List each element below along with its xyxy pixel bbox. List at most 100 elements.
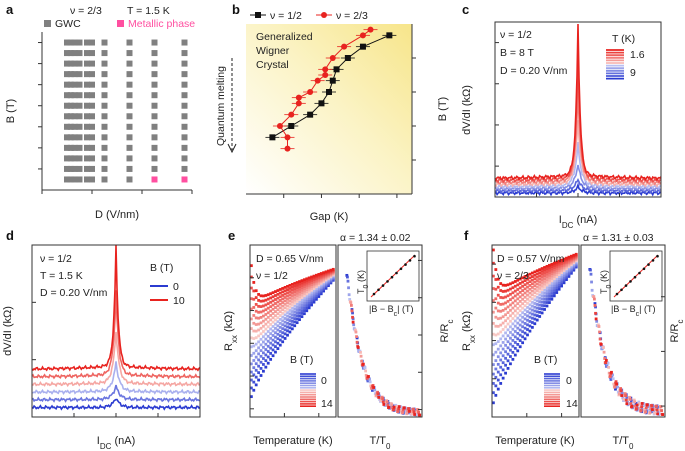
rt-point xyxy=(523,304,527,308)
rt-point xyxy=(264,365,268,369)
scaling-point xyxy=(616,390,620,394)
legend-twothirds-label: ν = 2/3 xyxy=(336,10,368,22)
rt-point xyxy=(509,298,512,302)
rt-point xyxy=(290,283,294,286)
gwc-point xyxy=(181,71,188,78)
rt-point xyxy=(504,295,507,299)
rt-point xyxy=(548,263,551,267)
rt-point xyxy=(283,337,287,340)
rt-point xyxy=(300,293,304,297)
rt-point xyxy=(310,296,313,300)
scaling-point xyxy=(645,403,649,407)
rt-point xyxy=(565,270,568,273)
rt-point xyxy=(269,318,273,322)
rt-point xyxy=(552,270,556,274)
rt-point xyxy=(312,279,316,283)
inset-point xyxy=(620,288,623,292)
gwc-point xyxy=(126,71,133,78)
scaling-point xyxy=(414,412,418,416)
rt-point xyxy=(550,286,554,290)
scaling-point xyxy=(613,384,617,388)
rt-point xyxy=(254,323,258,326)
rt-point xyxy=(491,401,495,405)
rt-point xyxy=(560,280,563,284)
rt-point xyxy=(264,322,268,326)
rt-point xyxy=(491,321,495,325)
scaling-point xyxy=(401,411,405,414)
inset-point xyxy=(395,271,398,275)
rt-point xyxy=(271,343,275,347)
scaling-point xyxy=(650,404,654,408)
rt-point xyxy=(286,311,289,315)
rt-point xyxy=(511,350,515,354)
gwc-point xyxy=(181,113,188,120)
rt-point xyxy=(312,292,316,296)
gwc-point xyxy=(181,134,188,141)
rt-point xyxy=(276,292,280,296)
rt-point xyxy=(538,280,542,284)
gwc-point xyxy=(64,60,70,67)
rt-point xyxy=(499,309,503,313)
data-point-half xyxy=(326,89,332,95)
rt-point xyxy=(574,252,578,256)
rt-point xyxy=(252,344,256,348)
rt-point xyxy=(252,337,256,340)
rt-point xyxy=(516,283,520,287)
rt-point xyxy=(254,309,258,313)
rt-point xyxy=(499,358,503,362)
rt-point xyxy=(314,287,318,290)
gwc-point xyxy=(126,39,133,46)
panel-a-temperature: T = 1.5 K xyxy=(127,5,170,17)
rt-point xyxy=(518,333,522,337)
rt-point xyxy=(274,298,277,301)
scaling-point xyxy=(598,337,602,341)
rt-point xyxy=(530,316,534,320)
rt-point xyxy=(252,359,256,362)
rt-point xyxy=(276,337,280,341)
rt-point xyxy=(518,295,522,299)
scaling-point xyxy=(592,295,596,298)
scaling-point xyxy=(351,317,355,321)
rt-point xyxy=(257,352,260,356)
rt-point xyxy=(269,351,273,355)
data-point-half xyxy=(307,111,314,118)
panel-b-gwc-region xyxy=(246,24,412,194)
rt-point xyxy=(286,301,289,304)
rt-point xyxy=(314,280,318,284)
rt-point xyxy=(302,304,306,307)
rt-point xyxy=(254,342,258,346)
inset-point xyxy=(642,267,646,271)
rt-point xyxy=(509,308,512,312)
rt-point xyxy=(494,384,498,388)
rt-point xyxy=(305,285,309,289)
rt-point xyxy=(538,293,542,297)
rt-point xyxy=(271,329,275,333)
gwc-point xyxy=(101,165,108,172)
scaling-point xyxy=(627,401,630,405)
rt-point xyxy=(298,318,301,322)
scaling-point xyxy=(377,394,381,398)
rt-point xyxy=(310,281,313,285)
rt-point xyxy=(271,354,275,358)
rt-point xyxy=(276,328,280,332)
rt-point xyxy=(530,286,534,289)
rt-point xyxy=(560,258,563,262)
data-point-half xyxy=(329,77,336,84)
rt-point xyxy=(545,275,549,279)
rt-point xyxy=(516,278,520,282)
rt-point xyxy=(516,311,520,315)
gwc-point xyxy=(64,144,70,151)
gwc-point xyxy=(64,134,70,141)
rt-point xyxy=(283,289,287,293)
rt-point xyxy=(281,340,285,344)
gwc-point xyxy=(84,144,90,151)
rt-point xyxy=(262,304,265,308)
rt-point xyxy=(545,301,549,304)
rt-point xyxy=(499,323,503,327)
rt-point xyxy=(257,371,260,375)
scaling-point xyxy=(385,400,389,404)
rt-point xyxy=(305,306,309,310)
rt-point xyxy=(286,329,289,333)
rt-point xyxy=(552,279,556,283)
rt-point xyxy=(262,309,265,313)
